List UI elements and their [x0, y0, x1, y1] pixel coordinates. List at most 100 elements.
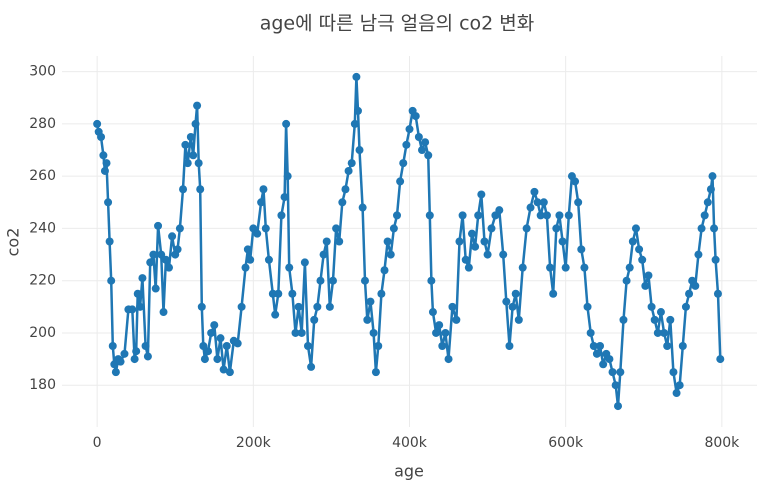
marker [402, 140, 411, 149]
marker [619, 315, 628, 324]
marker [710, 224, 719, 233]
marker [474, 211, 483, 220]
marker [625, 263, 634, 272]
marker [577, 245, 586, 254]
marker [132, 347, 141, 356]
marker [154, 221, 163, 230]
marker [608, 368, 617, 377]
marker [175, 224, 184, 233]
marker [93, 119, 102, 128]
marker [341, 185, 350, 194]
marker [558, 237, 567, 246]
marker [130, 355, 139, 364]
marker [461, 255, 470, 264]
marker [282, 119, 291, 128]
marker [526, 203, 535, 212]
marker [542, 211, 551, 220]
marker [455, 237, 464, 246]
marker [143, 352, 152, 361]
marker [411, 112, 420, 121]
marker [653, 328, 662, 337]
marker [514, 315, 523, 324]
marker [283, 172, 292, 181]
marker [399, 159, 408, 168]
marker [669, 368, 678, 377]
marker [352, 72, 361, 81]
marker [647, 302, 656, 311]
marker [338, 198, 347, 207]
marker [672, 389, 681, 398]
marker [616, 368, 625, 377]
marker [716, 355, 725, 364]
marker [564, 211, 573, 220]
marker [546, 263, 555, 272]
marker [157, 250, 166, 259]
marker [458, 211, 467, 220]
marker [159, 308, 168, 317]
marker [213, 355, 222, 364]
marker [97, 132, 106, 141]
marker [335, 237, 344, 246]
marker [138, 274, 147, 283]
marker [685, 289, 694, 298]
marker [261, 224, 270, 233]
marker [191, 119, 200, 128]
marker [389, 224, 398, 233]
marker [264, 255, 273, 264]
marker [133, 289, 142, 298]
marker [427, 276, 436, 285]
marker [100, 166, 109, 175]
marker [571, 177, 580, 186]
marker [104, 198, 113, 207]
marker [297, 328, 306, 337]
marker [344, 166, 353, 175]
y-tick-label: 220 [29, 273, 56, 289]
marker [681, 302, 690, 311]
marker [635, 245, 644, 254]
marker [189, 151, 198, 160]
marker [700, 211, 709, 220]
marker [322, 237, 331, 246]
marker [136, 302, 145, 311]
marker [708, 172, 717, 181]
marker [614, 402, 622, 411]
marker [631, 224, 640, 233]
y-tick-label: 280 [29, 116, 56, 132]
marker [332, 224, 341, 233]
y-tick-label: 180 [29, 377, 56, 393]
y-tick-label: 300 [29, 64, 56, 80]
marker [268, 289, 277, 298]
marker [102, 159, 111, 168]
marker [483, 250, 492, 259]
marker [116, 357, 125, 366]
marker [300, 258, 309, 267]
marker [186, 132, 195, 141]
marker [200, 355, 209, 364]
marker [151, 284, 160, 293]
marker [393, 211, 402, 220]
marker [638, 255, 647, 264]
marker [241, 263, 250, 272]
marker [480, 237, 489, 246]
marker [313, 302, 322, 311]
marker [222, 342, 231, 351]
marker [592, 349, 601, 358]
marker [432, 328, 441, 337]
marker [663, 342, 672, 351]
marker [522, 224, 531, 233]
marker [277, 211, 286, 220]
marker [179, 185, 188, 194]
marker [161, 255, 170, 264]
marker [183, 159, 192, 168]
marker [499, 250, 508, 259]
marker [424, 151, 433, 160]
y-tick-label: 240 [29, 220, 56, 236]
marker [197, 302, 206, 311]
marker [502, 297, 511, 306]
marker [386, 250, 395, 259]
marker [678, 342, 687, 351]
marker [405, 125, 414, 134]
marker [233, 339, 242, 348]
marker [552, 224, 561, 233]
marker [173, 245, 182, 254]
